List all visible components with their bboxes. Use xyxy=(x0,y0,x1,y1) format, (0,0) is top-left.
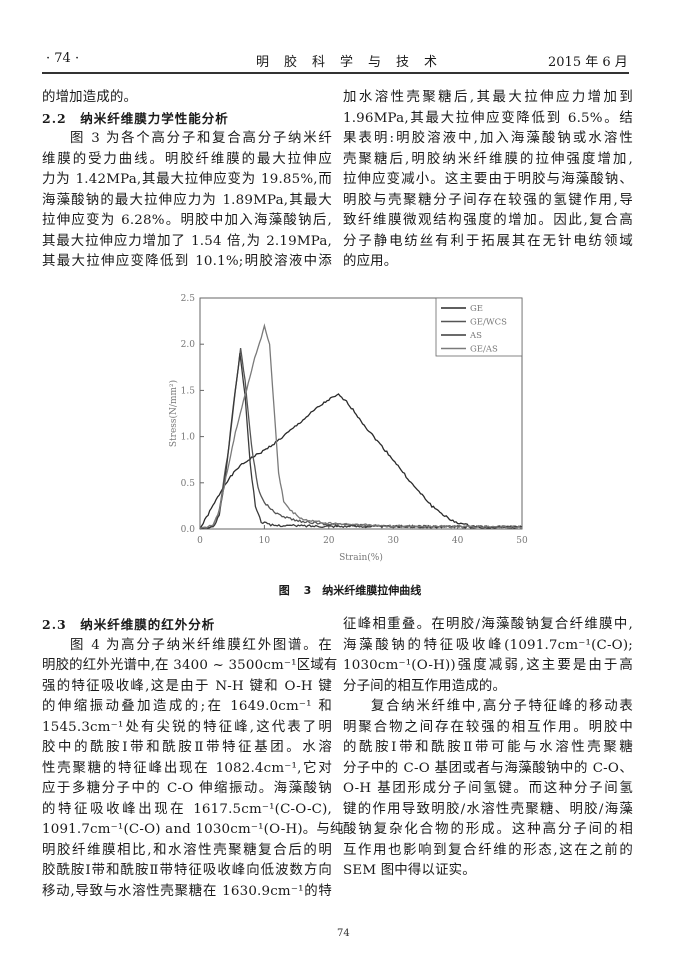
text-line: 征峰相重叠。在明胶/海藻酸钠复合纤维膜中, xyxy=(343,617,633,632)
x-tick-label: 0 xyxy=(197,536,203,546)
text-line: 应于多糖分子中的 C-O 伸缩振动。海藻酸钠 xyxy=(42,781,332,796)
text-line: 分子间的相互作用造成的。 xyxy=(343,678,507,694)
x-axis-label: Strain(%) xyxy=(339,552,383,563)
y-tick-label: 1.0 xyxy=(181,433,196,443)
text-line: 加水溶性壳聚糖后,其最大拉伸应力增加到 xyxy=(343,90,633,105)
text-line: 互作用也影响到复合纤维的形态,这在之前的 xyxy=(343,842,633,858)
text-line: 的酰胺Ⅰ带和酰胺Ⅱ带可能与水溶性壳聚糖 xyxy=(343,740,633,755)
text-line: 键的作用导致明胶/水溶性壳聚糖、明胶/海藻 xyxy=(343,801,633,817)
legend-label: AS xyxy=(469,331,482,341)
text-line: SEM 图中得以证实。 xyxy=(343,863,476,878)
text-line: 的特征吸收峰出现在 1617.5cm⁻¹(C-O-C), xyxy=(42,801,332,817)
text-line: 果表明:明胶溶液中,加入海藻酸钠或水溶性 xyxy=(343,131,633,146)
y-tick-label: 2.5 xyxy=(181,294,196,304)
legend-label: GE xyxy=(470,304,483,314)
plot-frame xyxy=(199,297,523,530)
text-line: 强的特征吸收峰,这是由于 N-H 键和 O-H 键 xyxy=(42,678,332,694)
text-line: 力为 1.42MPa,其最大拉伸应变为 19.85%,而 xyxy=(42,172,332,187)
y-axis-label: Stress(N/mm²) xyxy=(168,380,179,447)
text-line: 明胶纤维膜相比,和水溶性壳聚糖复合后的明 xyxy=(42,842,332,858)
legend-label: GE/AS xyxy=(470,345,498,355)
column-right-top: 加水溶性壳聚糖后,其最大拉伸应力增加到 1.96MPa,其最大拉伸应变降低到 6.… xyxy=(343,88,633,273)
text-line: 分子中的 C-O 基团或者与海藻酸钠中的 C-O、 xyxy=(343,760,633,776)
series-line-ge-as xyxy=(199,323,523,529)
figure-caption: 图 3 纳米纤维膜拉伸曲线 xyxy=(278,584,422,597)
series-line-as xyxy=(199,353,523,530)
text-line: 复合纳米纤维中,高分子特征峰的移动表 xyxy=(371,699,633,714)
text-line: 胶中的酰胺Ⅰ带和酰胺Ⅱ带特征基团。水溶 xyxy=(42,740,332,755)
text-line: 的应用。 xyxy=(343,254,398,269)
section-heading: 2.2 纳米纤维膜力学性能分析 xyxy=(42,110,229,126)
column-left-top: 的增加造成的。 2.2 纳米纤维膜力学性能分析图 3 为各个高分子和复合高分子纳米… xyxy=(42,88,332,273)
text-line: 1091.7cm⁻¹(C-O) and 1030cm⁻¹(O-H)。与纯 xyxy=(42,822,344,837)
page-number-header: · 74 · xyxy=(46,51,80,66)
text-line: 拉伸应变为 6.28%。明胶中加入海藻酸钠后, xyxy=(42,213,332,228)
text-line: 明胶与壳聚糖分子间存在较强的氢键作用,导 xyxy=(343,192,633,208)
text-line: 的增加造成的。 xyxy=(42,90,138,105)
text-line: 胶酰胺Ⅰ带和酰胺Ⅱ带特征吸收峰向低波数方向 xyxy=(42,863,332,878)
x-tick-label: 20 xyxy=(323,536,335,546)
text-line: 1545.3cm⁻¹处有尖锐的特征峰,这代表了明 xyxy=(42,719,332,735)
text-line: 壳聚糖后,明胶纳米纤维膜的拉伸强度增加, xyxy=(343,151,633,167)
text-line: 致纤维膜微观结构强度的增加。因此,复合高 xyxy=(343,213,633,228)
text-line: 移动,导致与水溶性壳聚糖在 1630.9cm⁻¹的特 xyxy=(42,883,332,899)
issue-date: 2015 年 6 月 xyxy=(548,55,628,70)
text-line: 海藻酸钠的特征吸收峰(1091.7cm⁻¹(C-O); xyxy=(343,637,633,653)
text-line: 分子静电纺丝有利于拓展其在无针电纺领域 xyxy=(343,233,633,249)
text-line: 其最大拉伸应力增加了 1.54 倍,为 2.19MPa, xyxy=(42,233,332,249)
text-line: 图 3 为各个高分子和复合高分子纳米纤 xyxy=(70,131,332,146)
text-line: 其最大拉伸应变降低到 10.1%;明胶溶液中添 xyxy=(42,254,332,269)
y-tick-label: 1.5 xyxy=(181,386,196,396)
y-tick-label: 0.5 xyxy=(181,479,196,489)
text-line: 的伸缩振动叠加造成的;在 1649.0cm⁻¹ 和 xyxy=(42,699,332,714)
footer-page-number: 74 xyxy=(337,928,350,939)
x-tick-label: 50 xyxy=(516,536,528,546)
text-line: O-H 基团形成分子间氢键。而这种分子间氢 xyxy=(343,781,633,796)
legend-label: GE/WCS xyxy=(470,318,507,328)
x-tick-label: 30 xyxy=(387,536,399,546)
text-line: 1.96MPa,其最大拉伸应变降低到 6.5%。结 xyxy=(343,110,633,126)
y-tick-label: 0.0 xyxy=(181,525,196,535)
y-tick-label: 2.0 xyxy=(181,340,196,350)
journal-title: 明 胶 科 学 与 技 术 xyxy=(256,55,439,70)
text-line: 海藻酸钠的最大拉伸应力为 1.89MPa,其最大 xyxy=(42,192,332,208)
text-line: 明聚合物之间存在较强的相互作用。明胶中 xyxy=(343,719,633,735)
text-line: 1030cm⁻¹(O-H))强度减弱,这主要是由于高 xyxy=(343,658,633,673)
text-line: 图 4 为高分子纳米纤维膜红外图谱。在 xyxy=(70,637,332,653)
x-tick-label: 40 xyxy=(452,536,464,546)
text-line: 明胶的红外光谱中,在 3400 ~ 3500cm⁻¹区域有 xyxy=(42,658,338,673)
section-heading: 2.3 纳米纤维膜的红外分析 xyxy=(42,617,216,632)
header-rule xyxy=(42,72,629,74)
column-left-bottom: 2.3 纳米纤维膜的红外分析图 4 为高分子纳米纤维膜红外图谱。在明胶的红外光谱… xyxy=(42,615,344,902)
column-right-bottom: 征峰相重叠。在明胶/海藻酸钠复合纤维膜中, 海藻酸钠的特征吸收峰(1091.7cm… xyxy=(343,615,633,882)
text-line: 酸钠复杂化合物的形成。这种高分子间的相 xyxy=(343,822,633,837)
x-tick-label: 10 xyxy=(259,536,271,546)
tensile-curve-chart: 0 10 20 30 40 50 0.0 0.5 1.0 1.5 2.0 2.5 Strain(%) St… xyxy=(168,294,528,563)
text-line: 拉伸应变减小。这主要由于明胶与海藻酸钠、 xyxy=(343,172,633,187)
text-line: 性壳聚糖的特征峰出现在 1082.4cm⁻¹,它对 xyxy=(42,760,332,776)
text-line: 维膜的受力曲线。明胶纤维膜的最大拉伸应 xyxy=(42,151,332,167)
